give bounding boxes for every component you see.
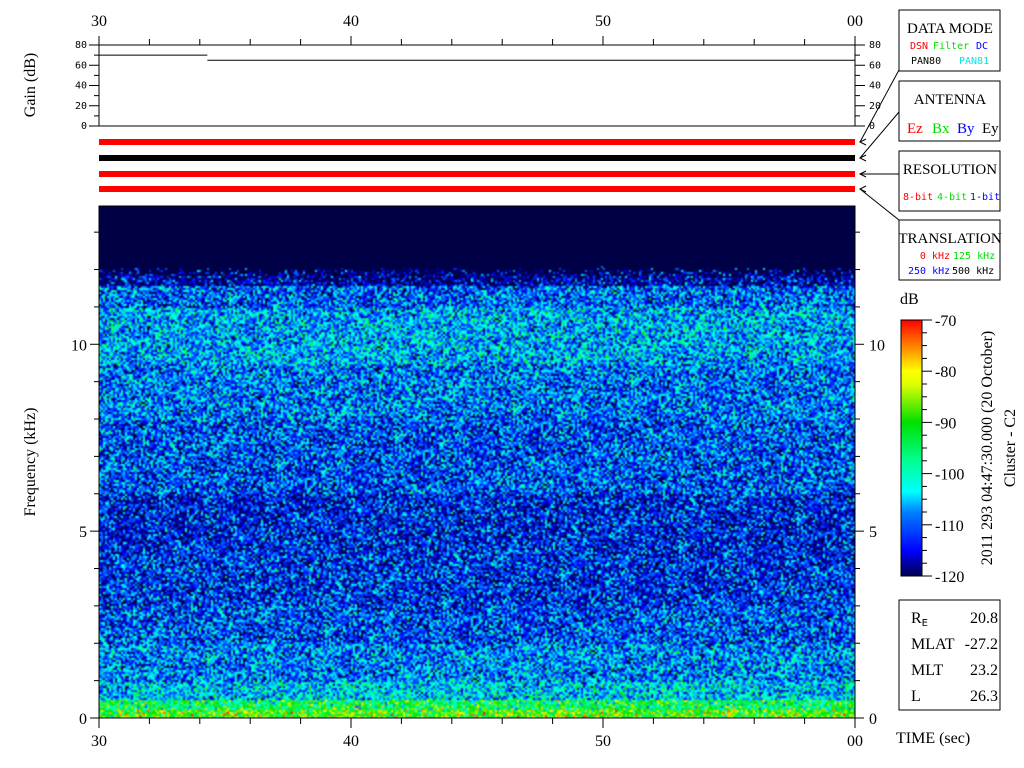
x-tick-label-top: 40 [343, 13, 359, 30]
gain-tick-label: 80 [75, 40, 87, 51]
gain-tick-label-right: 40 [869, 81, 881, 92]
data-mode-dsn: DSN [910, 41, 928, 52]
gain-tick-label-right: 20 [869, 101, 881, 112]
x-tick-label-top: 00 [847, 13, 863, 30]
translation-125khz: 125 kHz [953, 251, 995, 262]
ephem-label-l: L [911, 688, 921, 705]
gain-tick-label-right: 80 [869, 40, 881, 51]
translation-panel: TRANSLATION 0 kHz 125 kHz 250 kHz 500 kH… [898, 219, 1002, 281]
translation-250khz: 250 kHz [908, 266, 950, 277]
resolution-1bit: 1-bit [970, 192, 1000, 203]
y-tick-label-right: 0 [869, 711, 877, 728]
colorbar-label: dB [900, 291, 919, 308]
status-bar [99, 155, 855, 161]
data-mode-filter: Filter [933, 41, 969, 52]
y-tick-label-right: 10 [869, 337, 885, 354]
data-mode-pan80: PAN80 [911, 56, 941, 67]
colorbar [900, 319, 923, 577]
y-tick-label: 5 [79, 524, 87, 541]
gain-tick-label-right: 60 [869, 60, 881, 71]
x-tick-label: 00 [847, 733, 863, 750]
translation-title: TRANSLATION [898, 231, 1001, 247]
x-tick-label: 40 [343, 733, 359, 750]
panel-connectors [859, 69, 900, 221]
data-mode-title: DATA MODE [907, 21, 993, 37]
x-tick-label-top: 30 [91, 13, 107, 30]
spectrogram-image [99, 206, 855, 718]
x-tick-label: 50 [595, 733, 611, 750]
resolution-8bit: 8-bit [903, 192, 933, 203]
status-bar [99, 171, 855, 177]
status-bar [99, 139, 855, 145]
antenna-panel: ANTENNA Ez Bx By Ey [898, 80, 1001, 142]
antenna-by: By [957, 121, 975, 137]
ephem-value-l: 26.3 [970, 688, 998, 705]
ephem-value-re: 20.8 [970, 610, 998, 627]
y-axis-label: Frequency (kHz) [22, 408, 39, 517]
data-mode-dc: DC [976, 41, 988, 52]
gain-tick-label: 20 [75, 101, 87, 112]
y-tick-label-right: 5 [869, 524, 877, 541]
gain-tick-label: 0 [81, 121, 87, 132]
colorbar-tick-label: -120 [935, 569, 964, 586]
gain-panel: Gain (dB) [22, 36, 856, 127]
y-tick-label: 0 [79, 711, 87, 728]
gain-axis-label: Gain (dB) [22, 53, 39, 117]
gain-tick-label: 60 [75, 60, 87, 71]
x-tick-label: 30 [91, 733, 107, 750]
data-mode-pan81: PAN81 [959, 56, 989, 67]
status-bar [99, 186, 855, 192]
antenna-ez: Ez [907, 121, 923, 137]
ephem-value-mlt: 23.2 [970, 662, 998, 679]
ephem-label-re: RE [911, 610, 928, 629]
colorbar-tick-label: -110 [935, 518, 964, 535]
spectrogram-frame [98, 205, 856, 719]
x-axis-label: TIME (sec) [896, 730, 970, 747]
colorbar-tick-label: -80 [935, 364, 956, 381]
ephemeris-box: RE MLAT MLT L 20.8 -27.2 23.2 26.3 [898, 599, 1001, 711]
translation-0khz: 0 kHz [920, 251, 950, 262]
connector-arrows [858, 138, 867, 193]
antenna-bx: Bx [932, 121, 950, 137]
x-tick-label-top: 50 [595, 13, 611, 30]
antenna-title: ANTENNA [914, 92, 987, 108]
colorbar-tick-label: -70 [935, 313, 956, 330]
data-mode-panel: DATA MODE DSN Filter DC PAN80 PAN81 [898, 9, 1001, 72]
gain-tick-label: 40 [75, 81, 87, 92]
resolution-4bit: 4-bit [937, 192, 967, 203]
resolution-title: RESOLUTION [903, 162, 997, 178]
ephem-label-mlat: MLAT [911, 636, 955, 653]
timestamp: 2011 293 04:47:30.000 (20 October) [979, 331, 996, 565]
gain-tick-label-right: 0 [869, 121, 875, 132]
translation-500khz: 500 kHz [952, 266, 994, 277]
antenna-ey: Ey [982, 121, 999, 137]
ephem-label-mlt: MLT [911, 662, 944, 679]
y-tick-label: 10 [71, 337, 87, 354]
spacecraft-label: Cluster - C2 [1002, 409, 1019, 487]
resolution-panel: RESOLUTION 8-bit 4-bit 1-bit [898, 150, 1001, 212]
colorbar-tick-label: -100 [935, 467, 964, 484]
ephem-value-mlat: -27.2 [965, 636, 998, 653]
colorbar-tick-label: -90 [935, 415, 956, 432]
